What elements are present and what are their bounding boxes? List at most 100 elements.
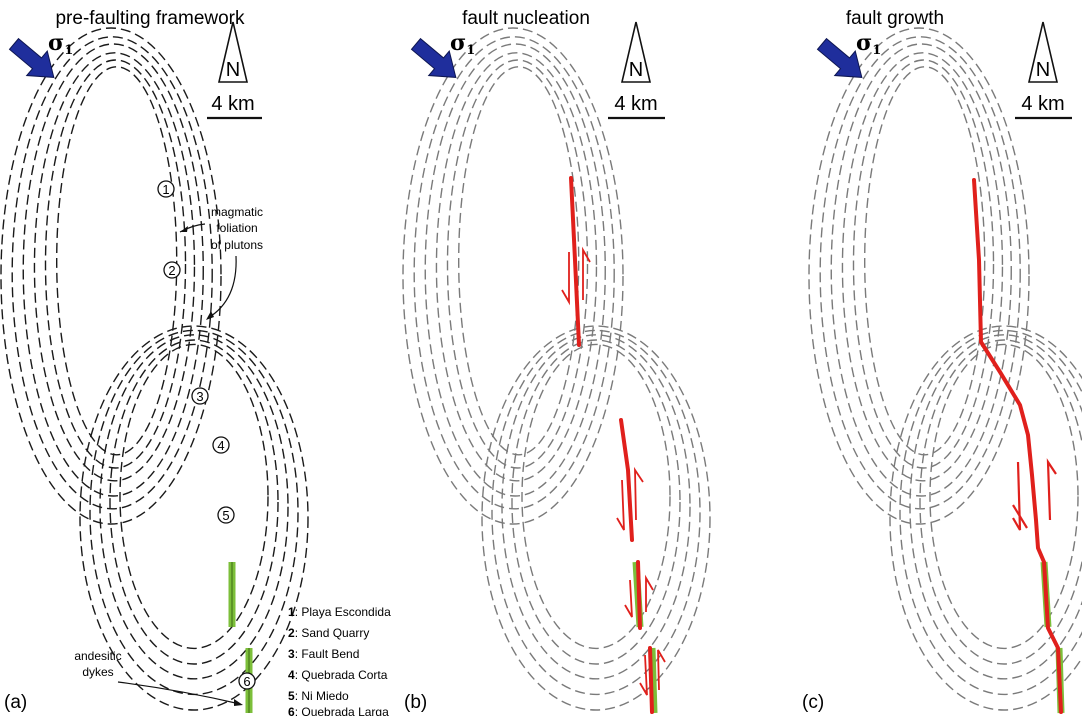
fault-trace (648, 646, 654, 714)
site-marker-label: 1 (162, 182, 169, 197)
annotation-line: foliation (216, 221, 257, 235)
dykes-annotation: andesitic dykes (74, 649, 243, 706)
legend-item: 3: Fault Bend (288, 647, 359, 661)
panel-c-letter: (c) (802, 692, 824, 713)
foliation-ellipse (511, 339, 681, 665)
foliation-ellipse (119, 343, 269, 650)
north-arrow-icon: N 4 km (207, 21, 262, 120)
panel-c: fault growth (c) (802, 8, 1082, 714)
legend-item: 6: Quebrada Larga (288, 705, 389, 716)
foliation-ellipse (44, 59, 187, 469)
foliation-ellipse (481, 325, 711, 711)
panel-b: fault nucleation (b) (402, 8, 711, 714)
annotation-line: dykes (82, 665, 113, 679)
slip-arrow-icon (639, 654, 648, 696)
site-marker: 3 (191, 387, 209, 405)
foliation-ellipse (830, 43, 1012, 497)
foliation-ellipse (491, 329, 701, 696)
annotation-arrow (207, 255, 237, 319)
north-arrows: N 4 km N 4 km N 4 km (207, 21, 1072, 120)
site-marker: 2 (163, 261, 181, 279)
foliation-ellipse (929, 343, 1079, 650)
foliation-ellipse (99, 334, 289, 680)
slip-arrow-icon (1012, 504, 1028, 529)
north-label: N (226, 59, 240, 81)
foliation-ellipse (521, 343, 671, 650)
slip-arrows (561, 246, 666, 696)
annotation-line: of plutons (211, 238, 263, 252)
foliation-ellipse (446, 59, 589, 469)
site-marker-label: 5 (222, 508, 229, 523)
foliation-ellipse (889, 325, 1082, 711)
foliation-ellipse (458, 66, 580, 456)
annotation-line: andesitic (74, 649, 121, 663)
site-marker-label: 3 (196, 389, 203, 404)
foliation-annotation: magmatic foliation of plutons (179, 205, 263, 320)
panel-c-title: fault growth (846, 8, 944, 29)
scale-label: 4 km (614, 93, 657, 115)
scale-label: 4 km (1021, 93, 1064, 115)
foliation-ellipse (109, 339, 279, 665)
site-marker-label: 6 (243, 674, 250, 689)
stress-arrows: σ1 σ1 σ1 (8, 30, 881, 78)
foliation-ellipse (808, 27, 1030, 525)
north-arrow-icon: N 4 km (608, 21, 665, 120)
legend-item: 1: Playa Escondida (288, 605, 391, 619)
scale-label: 4 km (211, 93, 254, 115)
fault-traces (569, 176, 654, 714)
panel-a-letter: (a) (4, 692, 27, 713)
sigma1-arrow-icon: σ1 (816, 30, 881, 78)
foliation-ellipse (819, 36, 1021, 510)
arrowhead-icon (206, 311, 214, 320)
sigma1-label: σ1 (48, 30, 73, 58)
arrowhead-icon (180, 226, 188, 232)
foliation-ellipse (852, 59, 995, 469)
fault-trace (569, 176, 581, 347)
foliation-ellipse (841, 52, 1004, 482)
foliation-ellipse (55, 66, 178, 456)
site-marker: 1 (157, 180, 175, 198)
foliation-ellipse (424, 43, 606, 497)
foliation-ellipse (919, 339, 1082, 665)
fault-trace (972, 178, 1063, 714)
sigma1-label: σ1 (450, 30, 475, 58)
legend-item: 4: Quebrada Corta (288, 668, 388, 682)
foliation-ellipse (11, 36, 213, 510)
site-marker: 5 (217, 506, 235, 524)
slip-arrow-icon (1012, 461, 1022, 531)
panel-a: pre-faulting framework 1 2 3 4 5 (0, 8, 391, 716)
foliation-ellipse (864, 66, 986, 456)
site-marker: 4 (212, 436, 230, 454)
foliation-ellipse (402, 27, 624, 525)
sigma1-arrow-icon: σ1 (410, 30, 475, 78)
north-label: N (1036, 59, 1050, 81)
fault-trace (619, 418, 634, 542)
slip-arrow-icon (645, 574, 654, 612)
slip-arrow-icon (624, 579, 633, 618)
north-label: N (629, 59, 643, 81)
annotation-arrow (117, 681, 241, 705)
slip-arrow-icon (1046, 458, 1057, 521)
slip-arrow-icon (634, 466, 644, 521)
foliation-ellipse (0, 27, 222, 525)
foliation-ellipse (435, 52, 598, 482)
site-marker-label: 4 (217, 438, 224, 453)
foliation-ellipse (501, 334, 691, 680)
arrowhead-icon (234, 699, 243, 706)
slip-arrow-icon (616, 479, 625, 531)
foliation-ellipse (909, 334, 1082, 680)
site-marker-label: 2 (168, 263, 175, 278)
slip-arrow-icon (561, 252, 570, 306)
sigma1-label: σ1 (856, 30, 881, 58)
legend-item: 5: Ni Miedo (288, 689, 349, 703)
foliation-ellipse (33, 52, 196, 482)
foliation-ellipse (899, 329, 1082, 696)
panel-a-title: pre-faulting framework (55, 8, 245, 29)
site-marker: 6 (238, 672, 256, 690)
north-arrow-icon: N 4 km (1015, 21, 1072, 120)
annotation-line: magmatic (211, 205, 263, 219)
panel-b-letter: (b) (404, 692, 427, 713)
slip-arrow-icon (657, 649, 666, 691)
slip-arrow-icon (582, 246, 591, 300)
